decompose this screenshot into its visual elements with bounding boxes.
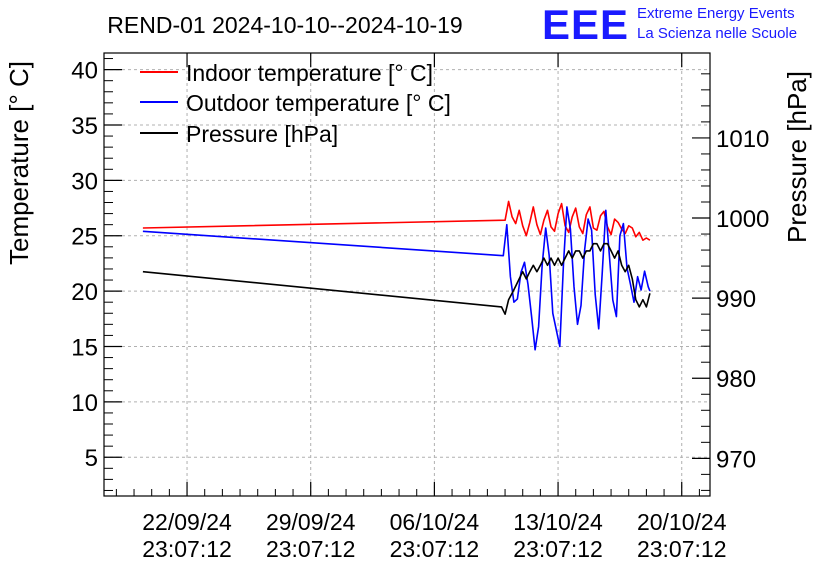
logo-mark: EEE (542, 1, 629, 48)
y-tick-label: 35 (71, 113, 98, 140)
y2-tick-label: 990 (716, 286, 756, 313)
y2-tick-label: 980 (716, 366, 756, 393)
legend-item-outdoor-label: Outdoor temperature [° C] (186, 90, 451, 116)
y-tick-label: 5 (85, 445, 98, 472)
logo-line-2: La Scienza nelle Scuole (637, 25, 797, 42)
x-axis: 22/09/2423:07:1229/09/2423:07:1206/10/24… (115, 53, 727, 562)
grid-lines (104, 53, 710, 496)
chart-title: REND-01 2024-10-10--2024-10-19 (107, 12, 462, 38)
x-tick-date: 22/09/24 (142, 509, 232, 535)
y-tick-label: 20 (71, 279, 98, 306)
legend-item-pressure-label: Pressure [hPa] (186, 121, 338, 147)
x-tick-date: 20/10/24 (637, 509, 727, 535)
y2-tick-label: 1000 (716, 206, 769, 233)
y-tick-label: 10 (71, 390, 98, 417)
plot-frame (103, 52, 711, 497)
legend: Indoor temperature [° C] Outdoor temperat… (140, 60, 451, 147)
y-tick-label: 30 (71, 168, 98, 195)
x-tick-time: 23:07:12 (142, 536, 232, 562)
eee-logo: EEE Extreme Energy Events La Scienza nel… (542, 1, 797, 48)
x-tick-time: 23:07:12 (266, 536, 356, 562)
legend-item-indoor-label: Indoor temperature [° C] (186, 60, 433, 86)
x-tick-date: 06/10/24 (390, 509, 480, 535)
y-axis-right: 970 980 990 1000 1010 (692, 73, 769, 491)
x-tick-time: 23:07:12 (513, 536, 603, 562)
series-layer (142, 200, 651, 351)
series-outdoor-temperature (142, 206, 651, 351)
x-tick-time: 23:07:12 (390, 536, 480, 562)
y-axis-left: 5 10 15 20 25 30 35 40 (71, 58, 122, 491)
y-axis-label: Temperature [° C] (4, 61, 34, 265)
x-tick-date: 13/10/24 (513, 509, 603, 535)
y-tick-label: 15 (71, 334, 98, 361)
y2-axis-label: Pressure [hPa] (782, 71, 812, 243)
x-tick-date: 29/09/24 (266, 509, 356, 535)
series-pressure (142, 242, 651, 316)
y2-tick-label: 1010 (716, 126, 769, 153)
y2-tick-label: 970 (716, 446, 756, 473)
logo-line-1: Extreme Energy Events (637, 5, 795, 22)
y-tick-label: 40 (71, 58, 98, 85)
y-tick-label: 25 (71, 224, 98, 251)
series-indoor-temperature (142, 200, 651, 241)
x-tick-time: 23:07:12 (637, 536, 727, 562)
